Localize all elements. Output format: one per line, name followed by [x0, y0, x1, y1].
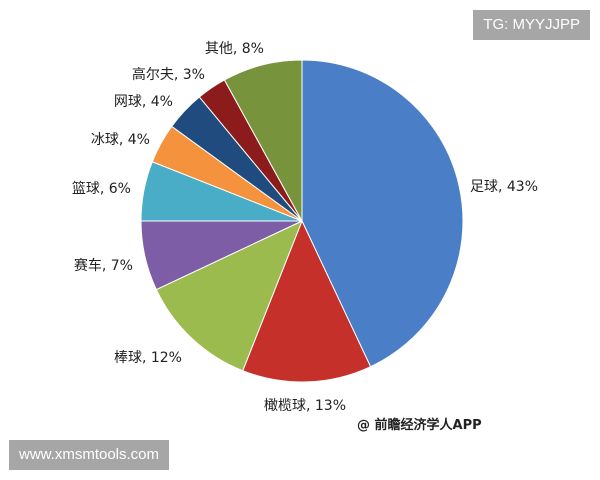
pie-slice-1: [242, 219, 372, 383]
data-label-5: 冰球, 4%: [91, 132, 150, 148]
data-label-2: 棒球, 12%: [114, 350, 182, 366]
data-label-0: 足球, 43%: [470, 179, 538, 195]
pie-slice-2: [155, 220, 303, 372]
pie-slice-8: [223, 59, 303, 222]
pie-slice-0: [301, 59, 464, 368]
data-label-4: 篮球, 6%: [72, 181, 131, 197]
data-label-3: 赛车, 7%: [74, 257, 133, 274]
data-label-1: 橄榄球, 13%: [264, 398, 346, 414]
data-label-7: 高尔夫, 3%: [132, 66, 205, 83]
watermark-site: www.xmsmtools.com: [9, 440, 170, 470]
source-credit: @ 前瞻经济学人APP: [357, 418, 482, 433]
data-label-6: 网球, 4%: [114, 94, 173, 110]
data-label-8: 其他, 8%: [205, 41, 264, 57]
watermark-top-right: TG: MYYJJPP: [473, 10, 590, 40]
